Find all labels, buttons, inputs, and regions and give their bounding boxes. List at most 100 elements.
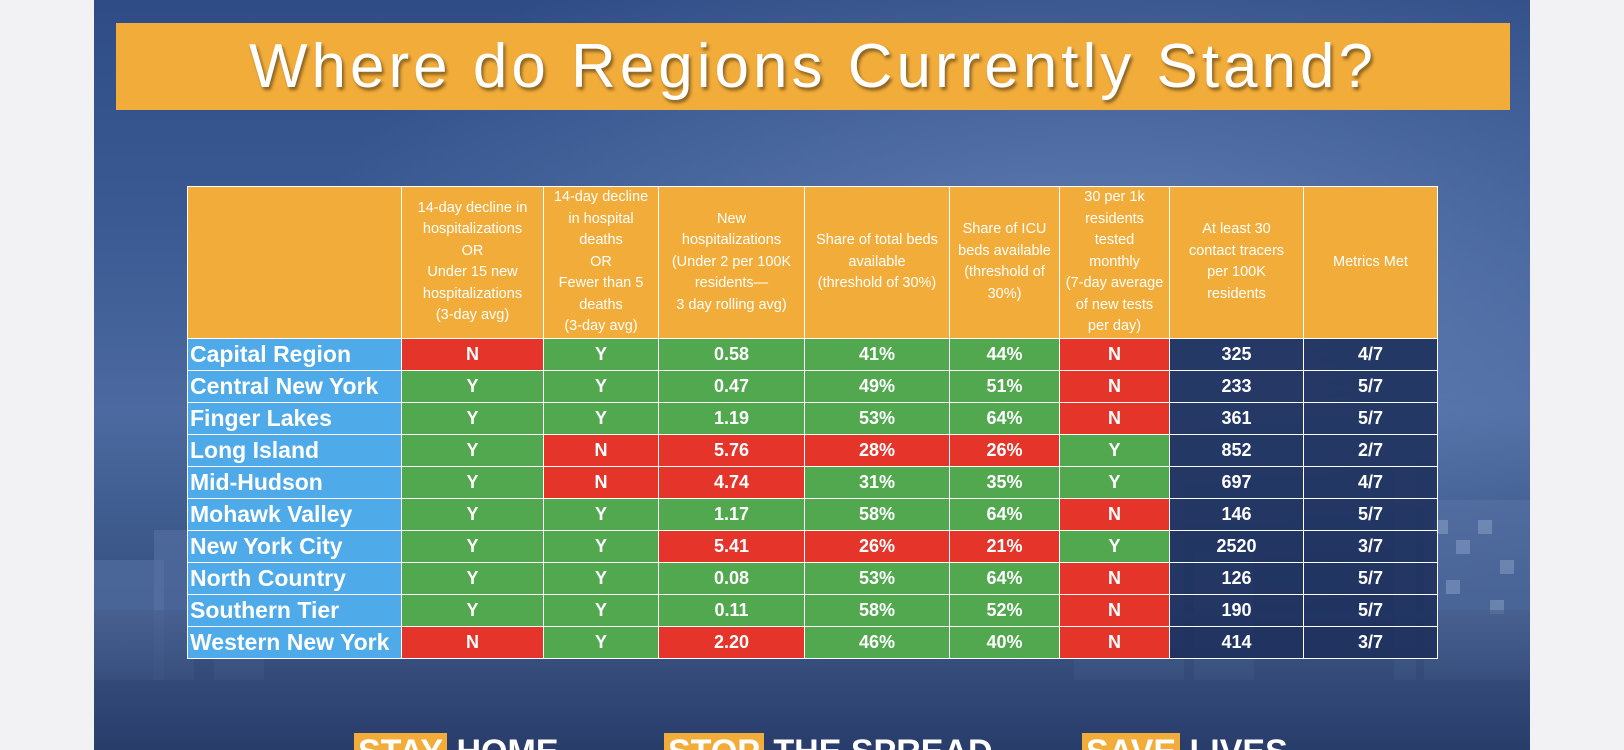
- metrics-met-cell: 4/7: [1303, 337, 1438, 371]
- header-region: [187, 186, 402, 339]
- region-cell: Finger Lakes: [187, 401, 402, 435]
- contact-tracers-cell: 414: [1169, 625, 1304, 659]
- footer-highlight: STOP: [664, 733, 764, 750]
- table-header-row: 14-day decline in hospitalizations OR Un…: [187, 186, 1438, 339]
- death-decline-cell: Y: [543, 337, 659, 371]
- testing-cell: Y: [1059, 529, 1170, 563]
- footer-highlight: SAVE: [1082, 733, 1181, 750]
- death-decline-cell: N: [543, 465, 659, 499]
- region-cell: North Country: [187, 561, 402, 595]
- total-beds-cell: 53%: [804, 561, 950, 595]
- metrics-met-cell: 5/7: [1303, 561, 1438, 595]
- table-row: Finger Lakes Y Y 1.19 53% 64% N 361 5/7: [187, 401, 1438, 435]
- testing-cell: Y: [1059, 433, 1170, 467]
- hospitalization-decline-cell: Y: [401, 497, 544, 531]
- testing-cell: N: [1059, 593, 1170, 627]
- title-banner: Where do Regions Currently Stand?: [116, 23, 1510, 110]
- contact-tracers-cell: 325: [1169, 337, 1304, 371]
- icu-beds-cell: 26%: [949, 433, 1060, 467]
- icu-beds-cell: 52%: [949, 593, 1060, 627]
- header-new-hospitalizations: New hospitalizations (Under 2 per 100K r…: [658, 186, 805, 339]
- table-body: Capital Region N Y 0.58 41% 44% N 325 4/7 Central…: [187, 337, 1438, 659]
- testing-cell: N: [1059, 369, 1170, 403]
- contact-tracers-cell: 2520: [1169, 529, 1304, 563]
- total-beds-cell: 26%: [804, 529, 950, 563]
- footer-phrase-stay-home: STAY HOME: [354, 733, 559, 750]
- total-beds-cell: 41%: [804, 337, 950, 371]
- death-decline-cell: Y: [543, 497, 659, 531]
- footer-phrase-save-lives: SAVE LIVES: [1082, 733, 1288, 750]
- metrics-met-cell: 4/7: [1303, 465, 1438, 499]
- icu-beds-cell: 64%: [949, 497, 1060, 531]
- table-row: Western New York N Y 2.20 46% 40% N 414 3/7: [187, 625, 1438, 659]
- table-row: Long Island Y N 5.76 28% 26% Y 852 2/7: [187, 433, 1438, 467]
- total-beds-cell: 46%: [804, 625, 950, 659]
- icu-beds-cell: 64%: [949, 401, 1060, 435]
- contact-tracers-cell: 126: [1169, 561, 1304, 595]
- testing-cell: Y: [1059, 465, 1170, 499]
- new-hospitalizations-cell: 5.76: [658, 433, 805, 467]
- metrics-met-cell: 3/7: [1303, 529, 1438, 563]
- icu-beds-cell: 35%: [949, 465, 1060, 499]
- table-row: North Country Y Y 0.08 53% 64% N 126 5/7: [187, 561, 1438, 595]
- metrics-met-cell: 2/7: [1303, 433, 1438, 467]
- total-beds-cell: 58%: [804, 497, 950, 531]
- contact-tracers-cell: 697: [1169, 465, 1304, 499]
- hospitalization-decline-cell: Y: [401, 593, 544, 627]
- total-beds-cell: 53%: [804, 401, 950, 435]
- header-metrics-met: Metrics Met: [1303, 186, 1438, 339]
- region-cell: Southern Tier: [187, 593, 402, 627]
- icu-beds-cell: 51%: [949, 369, 1060, 403]
- metrics-met-cell: 5/7: [1303, 401, 1438, 435]
- new-hospitalizations-cell: 4.74: [658, 465, 805, 499]
- contact-tracers-cell: 852: [1169, 433, 1304, 467]
- hospitalization-decline-cell: Y: [401, 433, 544, 467]
- new-hospitalizations-cell: 0.47: [658, 369, 805, 403]
- table-row: Central New York Y Y 0.47 49% 51% N 233 5/7: [187, 369, 1438, 403]
- header-contact-tracers: At least 30 contact tracers per 100K res…: [1169, 186, 1304, 339]
- metrics-met-cell: 3/7: [1303, 625, 1438, 659]
- table-row: Southern Tier Y Y 0.11 58% 52% N 190 5/7: [187, 593, 1438, 627]
- table-row: Mid-Hudson Y N 4.74 31% 35% Y 697 4/7: [187, 465, 1438, 499]
- contact-tracers-cell: 146: [1169, 497, 1304, 531]
- metrics-met-cell: 5/7: [1303, 593, 1438, 627]
- hospitalization-decline-cell: N: [401, 625, 544, 659]
- icu-beds-cell: 40%: [949, 625, 1060, 659]
- region-cell: Capital Region: [187, 337, 402, 371]
- total-beds-cell: 28%: [804, 433, 950, 467]
- hospitalization-decline-cell: Y: [401, 369, 544, 403]
- region-cell: Mid-Hudson: [187, 465, 402, 499]
- new-hospitalizations-cell: 1.17: [658, 497, 805, 531]
- header-total-beds: Share of total beds available (threshold…: [804, 186, 950, 339]
- region-cell: Long Island: [187, 433, 402, 467]
- header-death-decline: 14-day decline in hospital deaths OR Few…: [543, 186, 659, 339]
- death-decline-cell: Y: [543, 401, 659, 435]
- region-cell: New York City: [187, 529, 402, 563]
- total-beds-cell: 58%: [804, 593, 950, 627]
- new-hospitalizations-cell: 1.19: [658, 401, 805, 435]
- header-testing: 30 per 1k residents tested monthly (7-da…: [1059, 186, 1170, 339]
- icu-beds-cell: 64%: [949, 561, 1060, 595]
- header-icu-beds: Share of ICU beds available (threshold o…: [949, 186, 1060, 339]
- footer-slogan: STAY HOME STOP THE SPREAD SAVE LIVES: [94, 733, 1530, 750]
- table-row: New York City Y Y 5.41 26% 21% Y 2520 3/7: [187, 529, 1438, 563]
- death-decline-cell: Y: [543, 625, 659, 659]
- table-row: Mohawk Valley Y Y 1.17 58% 64% N 146 5/7: [187, 497, 1438, 531]
- regions-metrics-table: 14-day decline in hospitalizations OR Un…: [187, 186, 1438, 659]
- hospitalization-decline-cell: Y: [401, 561, 544, 595]
- testing-cell: N: [1059, 497, 1170, 531]
- footer-rest: THE SPREAD: [764, 733, 992, 750]
- new-hospitalizations-cell: 5.41: [658, 529, 805, 563]
- contact-tracers-cell: 190: [1169, 593, 1304, 627]
- death-decline-cell: Y: [543, 369, 659, 403]
- total-beds-cell: 49%: [804, 369, 950, 403]
- death-decline-cell: Y: [543, 561, 659, 595]
- testing-cell: N: [1059, 401, 1170, 435]
- testing-cell: N: [1059, 561, 1170, 595]
- hospitalization-decline-cell: Y: [401, 465, 544, 499]
- hospitalization-decline-cell: Y: [401, 529, 544, 563]
- metrics-met-cell: 5/7: [1303, 497, 1438, 531]
- icu-beds-cell: 21%: [949, 529, 1060, 563]
- death-decline-cell: N: [543, 433, 659, 467]
- contact-tracers-cell: 361: [1169, 401, 1304, 435]
